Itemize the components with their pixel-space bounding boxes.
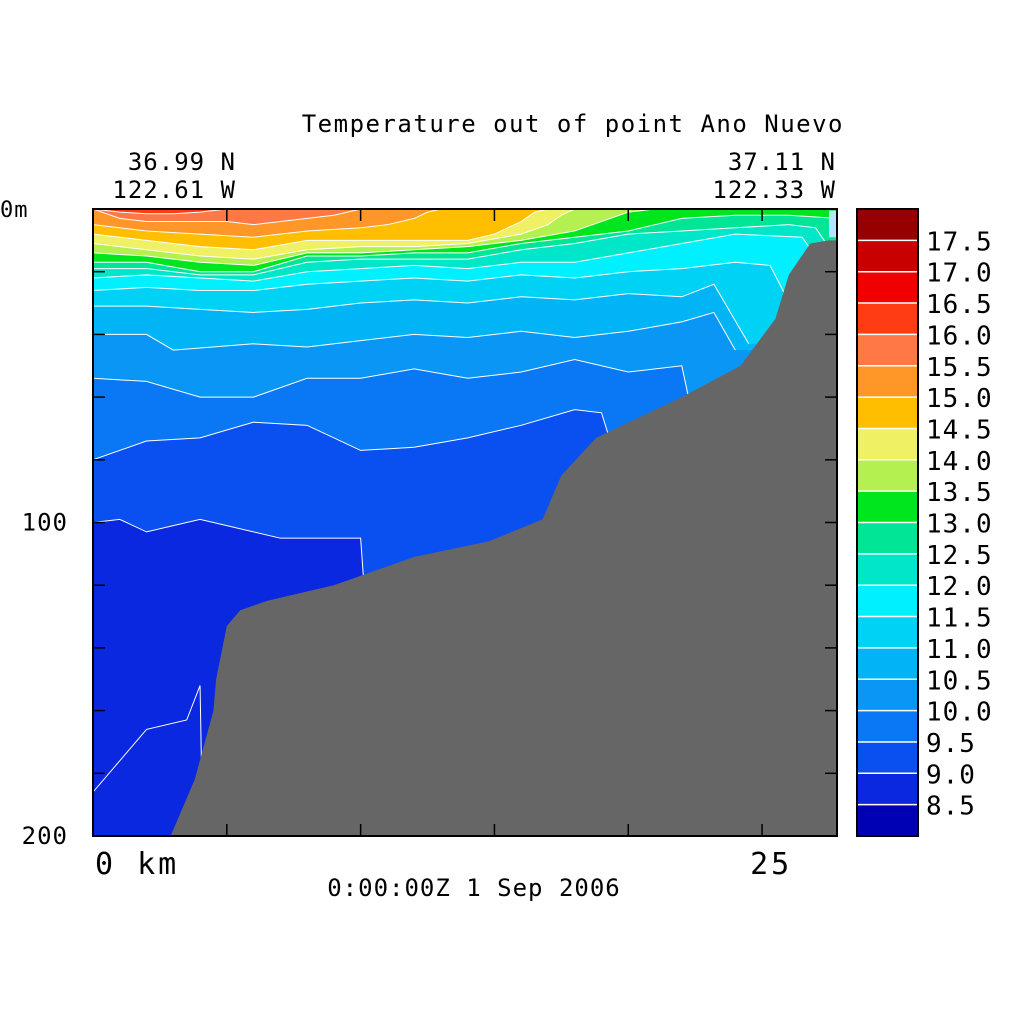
axis-ticks bbox=[92, 208, 837, 837]
colorbar-swatch bbox=[857, 553, 918, 586]
colorbar-swatch bbox=[857, 741, 918, 774]
nearshore-patch bbox=[828, 210, 837, 238]
colorbar-swatch bbox=[857, 491, 918, 523]
colorbar-label: 9.5 bbox=[926, 729, 976, 759]
contour-8.5 bbox=[93, 685, 204, 836]
contour-lines bbox=[93, 209, 837, 836]
seafloor-bathymetry bbox=[170, 210, 837, 836]
colorbar-label: 12.5 bbox=[926, 541, 993, 571]
band-above-15.5 bbox=[93, 209, 837, 225]
colorbar-swatch bbox=[857, 334, 918, 367]
x-tick-label: 0 km bbox=[95, 847, 179, 882]
timestamp: 0:00:00Z 1 Sep 2006 bbox=[327, 874, 621, 902]
colorbar-swatch bbox=[857, 585, 918, 618]
colorbar-label: 12.0 bbox=[926, 572, 993, 602]
colorbar-label: 10.5 bbox=[926, 666, 993, 696]
contour-16 bbox=[93, 209, 227, 215]
colorbar-label: 13.5 bbox=[926, 478, 993, 508]
contour-13 bbox=[93, 214, 837, 273]
colorbar-label: 14.5 bbox=[926, 415, 993, 445]
colorbar-label: 17.5 bbox=[926, 227, 993, 257]
colorbar-frame bbox=[856, 208, 919, 837]
colorbar-label: 10.0 bbox=[926, 698, 993, 728]
left-latitude: 36.99 N bbox=[128, 148, 236, 176]
contour-11 bbox=[93, 283, 750, 345]
colorbar-label: 16.0 bbox=[926, 321, 993, 351]
colorbar-swatch bbox=[857, 209, 918, 241]
colorbar-swatch bbox=[857, 647, 918, 680]
right-latitude: 37.11 N bbox=[728, 148, 836, 176]
y-tick-label: 100 bbox=[22, 509, 68, 537]
colorbar-swatch bbox=[857, 365, 918, 398]
contour-9.5 bbox=[93, 409, 613, 461]
colorbar-swatch bbox=[857, 459, 918, 492]
y-tick-label: 0m bbox=[0, 198, 29, 223]
colorbar-swatch bbox=[857, 679, 918, 712]
colorbar-label: 9.0 bbox=[926, 760, 976, 790]
colorbar-label: 17.0 bbox=[926, 259, 993, 289]
colorbar-swatch bbox=[857, 710, 918, 743]
colorbar-label: 11.0 bbox=[926, 635, 993, 665]
contour-9 bbox=[93, 518, 364, 576]
axis-labels: 0m 100 200 0 km 25 bbox=[0, 198, 792, 882]
colorbar-swatch bbox=[857, 240, 918, 273]
contour-12 bbox=[93, 233, 814, 282]
colorbar-swatch bbox=[857, 397, 918, 429]
colorbar-swatch bbox=[857, 271, 918, 304]
contour-10 bbox=[93, 358, 691, 404]
contour-12.5 bbox=[93, 224, 827, 276]
chart-title: Temperature out of point Ano Nuevo bbox=[302, 110, 844, 138]
colorbar-label: 15.0 bbox=[926, 384, 993, 414]
colorbar-label: 14.0 bbox=[926, 447, 993, 477]
colorbar-label: 8.5 bbox=[926, 792, 976, 822]
contour-13.5 bbox=[93, 209, 656, 266]
colorbar-swatch bbox=[857, 428, 918, 461]
colorbar-labels: 8.59.09.510.010.511.011.512.012.513.013.… bbox=[926, 227, 993, 822]
seafloor bbox=[170, 240, 837, 836]
contour-14.5 bbox=[93, 209, 549, 251]
colorbar-label: 16.5 bbox=[926, 290, 993, 320]
colorbar-label: 15.5 bbox=[926, 353, 993, 383]
colorbar-swatch bbox=[857, 773, 918, 806]
colorbar-label: 13.0 bbox=[926, 510, 993, 540]
contour-14 bbox=[93, 209, 575, 260]
y-tick-label: 200 bbox=[22, 822, 68, 850]
colorbar-swatch bbox=[857, 616, 918, 649]
contour-10.5 bbox=[93, 311, 736, 351]
colorbar-swatch bbox=[857, 804, 918, 837]
colorbar bbox=[856, 208, 919, 837]
contour-15.5 bbox=[93, 209, 361, 226]
left-longitude: 122.61 W bbox=[112, 176, 236, 204]
x-tick-label: 25 bbox=[750, 847, 792, 882]
contour-11.5 bbox=[93, 261, 787, 298]
colorbar-label: 11.5 bbox=[926, 604, 993, 634]
colorbar-swatch bbox=[857, 303, 918, 335]
colorbar-swatch bbox=[857, 522, 918, 555]
right-longitude: 122.33 W bbox=[712, 176, 836, 204]
contour-15 bbox=[93, 209, 442, 238]
